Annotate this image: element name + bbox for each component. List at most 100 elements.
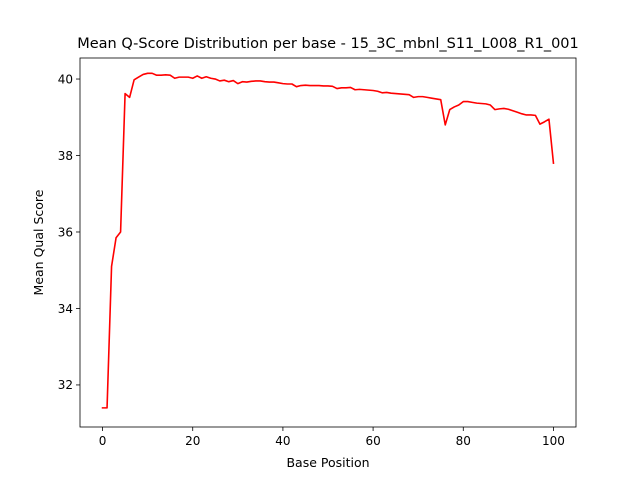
data-point (174, 78, 175, 79)
data-point (296, 86, 297, 87)
data-point (120, 231, 121, 232)
x-tick-label: 80 (456, 434, 471, 448)
y-tick-label: 36 (58, 225, 73, 239)
data-point (472, 102, 473, 103)
data-point (512, 110, 513, 111)
data-point (372, 90, 373, 91)
data-point (134, 79, 135, 80)
data-point (179, 77, 180, 78)
data-point (445, 124, 446, 125)
data-point (170, 75, 171, 76)
data-point (206, 76, 207, 77)
data-point (431, 98, 432, 99)
data-point (391, 93, 392, 94)
data-point (143, 74, 144, 75)
data-point (354, 89, 355, 90)
data-point (309, 85, 310, 86)
data-point (242, 81, 243, 82)
x-tick-label: 100 (542, 434, 565, 448)
x-tick-label: 0 (99, 434, 107, 448)
data-point (485, 103, 486, 104)
data-point (476, 103, 477, 104)
data-point (530, 114, 531, 115)
data-point (215, 78, 216, 79)
y-axis-label: Mean Qual Score (31, 189, 46, 295)
data-point (124, 93, 125, 94)
data-point (260, 80, 261, 81)
data-point (359, 89, 360, 90)
data-point (152, 73, 153, 74)
data-point (341, 87, 342, 88)
data-point (481, 103, 482, 104)
data-point (395, 93, 396, 94)
data-point (409, 94, 410, 95)
data-point (228, 81, 229, 82)
x-tick-label: 40 (275, 434, 290, 448)
data-point (458, 104, 459, 105)
data-point (188, 77, 189, 78)
data-point (440, 99, 441, 100)
data-point (246, 81, 247, 82)
data-point (463, 101, 464, 102)
data-point (318, 85, 319, 86)
data-point (251, 81, 252, 82)
data-point (269, 81, 270, 82)
data-point (499, 108, 500, 109)
data-point (147, 73, 148, 74)
data-point (418, 96, 419, 97)
data-point (454, 106, 455, 107)
data-point (368, 90, 369, 91)
data-point (363, 89, 364, 90)
data-point (282, 83, 283, 84)
data-point (102, 407, 103, 408)
data-point (526, 114, 527, 115)
x-axis-label: Base Position (286, 455, 369, 470)
data-point (422, 96, 423, 97)
data-point (386, 92, 387, 93)
data-point (413, 97, 414, 98)
data-point (138, 77, 139, 78)
data-point (544, 121, 545, 122)
data-point (449, 109, 450, 110)
data-point (490, 104, 491, 105)
data-point (273, 81, 274, 82)
y-tick-label: 38 (58, 149, 73, 163)
data-point (382, 92, 383, 93)
data-point (291, 83, 292, 84)
plot-frame (79, 57, 577, 428)
y-tick-label: 32 (58, 378, 73, 392)
data-point (192, 78, 193, 79)
data-point (264, 81, 265, 82)
data-point (336, 88, 337, 89)
y-tick-label: 34 (58, 302, 73, 316)
data-point (350, 87, 351, 88)
data-point (400, 93, 401, 94)
data-point (332, 86, 333, 87)
data-point (494, 109, 495, 110)
data-point (377, 91, 378, 92)
data-point (548, 119, 549, 120)
data-point (345, 87, 346, 88)
data-point (219, 80, 220, 81)
data-point (508, 109, 509, 110)
axis-ticks: 0 20 40 60 80 100 32 34 36 38 40 (58, 72, 565, 448)
data-point (111, 266, 112, 267)
series-line (101, 72, 555, 409)
data-point (404, 94, 405, 95)
x-tick-label: 60 (365, 434, 380, 448)
data-point (156, 75, 157, 76)
data-point (115, 237, 116, 238)
data-point (467, 101, 468, 102)
data-point (255, 80, 256, 81)
data-point (224, 80, 225, 81)
data-point (129, 97, 130, 98)
data-point (233, 80, 234, 81)
data-point (521, 113, 522, 114)
data-point (323, 85, 324, 86)
data-point (165, 74, 166, 75)
data-point (503, 108, 504, 109)
data-point (210, 78, 211, 79)
series-layer (101, 72, 555, 409)
